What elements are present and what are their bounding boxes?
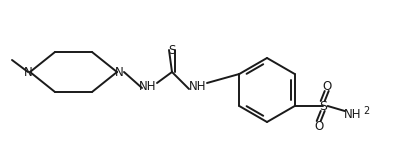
Text: NH: NH: [139, 79, 157, 92]
Text: 2: 2: [364, 106, 370, 116]
Text: NH: NH: [189, 79, 207, 92]
Text: N: N: [24, 66, 32, 78]
Text: N: N: [115, 66, 123, 78]
Text: O: O: [322, 79, 331, 92]
Text: S: S: [319, 100, 327, 112]
Text: NH: NH: [344, 108, 361, 121]
Text: O: O: [314, 120, 323, 132]
Text: S: S: [169, 43, 176, 56]
